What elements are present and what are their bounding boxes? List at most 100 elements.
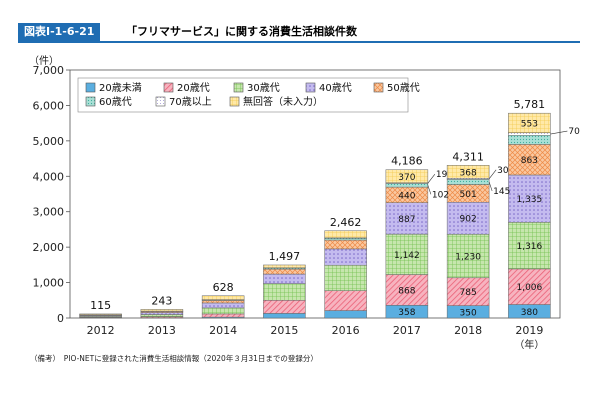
legend-label: 70歳以上 xyxy=(169,96,212,108)
figure-number-badge: 図表Ⅰ-1-6-21 xyxy=(18,23,101,41)
bar-segment xyxy=(324,290,367,311)
x-tick-label: 2019 xyxy=(515,324,543,337)
total-label: 628 xyxy=(213,281,234,294)
legend-label: 無回答（未入力） xyxy=(243,95,323,108)
data-label: 1,335 xyxy=(516,195,542,205)
data-label: 1,230 xyxy=(455,253,481,263)
figure-title-bar: 図表Ⅰ-1-6-21 「フリマサービス」に関する消費生活相談件数 xyxy=(18,23,580,43)
bar-segment xyxy=(508,132,551,136)
legend-swatch xyxy=(305,82,316,93)
legend-label: 20歳代 xyxy=(177,82,210,94)
bar-segment xyxy=(263,264,306,269)
total-label: 115 xyxy=(90,299,111,312)
y-tick-label: 4,000 xyxy=(33,170,65,183)
y-tick-label: 6,000 xyxy=(33,99,65,112)
bar-segment xyxy=(508,268,551,305)
bar-segment xyxy=(508,135,551,145)
bar-segment xyxy=(508,222,551,270)
legend-swatch xyxy=(85,82,96,93)
bar-segment xyxy=(263,283,306,301)
callout-leader xyxy=(550,130,568,135)
y-tick-label: 3,000 xyxy=(33,206,65,219)
callout-label: 102 xyxy=(432,190,449,200)
bar-segment xyxy=(79,313,122,316)
bar-segment xyxy=(201,295,245,300)
bar-segment xyxy=(324,239,367,250)
data-label: 501 xyxy=(460,190,477,200)
bar-segment xyxy=(201,302,245,309)
total-label: 243 xyxy=(151,294,172,307)
callout-leader xyxy=(427,185,432,195)
bar-segment xyxy=(385,183,429,188)
x-tick-label: 2012 xyxy=(87,324,115,337)
y-tick-label: 5,000 xyxy=(33,135,65,148)
callout-label: 70 xyxy=(568,127,580,137)
bar-segment xyxy=(263,313,306,319)
data-label: 380 xyxy=(521,308,538,318)
bar-segment xyxy=(385,233,429,275)
bar-segment xyxy=(508,144,551,176)
y-tick-label: 2,000 xyxy=(33,241,65,254)
y-tick-label: 1,000 xyxy=(33,277,65,290)
total-label: 4,186 xyxy=(391,155,423,168)
legend-swatch xyxy=(373,82,384,93)
y-tick-label: 0 xyxy=(57,312,64,325)
legend-swatch xyxy=(229,96,240,107)
bar-segment xyxy=(385,202,429,235)
x-tick-label: 2017 xyxy=(393,324,421,337)
total-label: 5,781 xyxy=(514,98,546,111)
x-tick-label: 2015 xyxy=(270,324,298,337)
bar-segment xyxy=(201,300,245,304)
data-label: 1,316 xyxy=(516,242,542,252)
callout-leader xyxy=(427,173,436,184)
data-label: 440 xyxy=(398,191,415,201)
x-tick-label: 2013 xyxy=(148,324,176,337)
y-tick-label: 7,000 xyxy=(33,64,65,77)
data-label: 368 xyxy=(460,168,477,178)
bar-segment xyxy=(263,273,306,284)
bar-segment xyxy=(140,309,184,312)
bar-segment xyxy=(201,313,245,318)
figure-title: 「フリマサービス」に関する消費生活相談件数 xyxy=(126,25,357,38)
legend-label: 30歳代 xyxy=(247,82,280,94)
legend-label: 60歳代 xyxy=(99,96,132,108)
total-label: 2,462 xyxy=(330,216,362,229)
x-tick-label: 2014 xyxy=(209,324,237,337)
bar-segment xyxy=(446,277,490,306)
bar-segment xyxy=(508,112,551,134)
y-axis-unit: （件） xyxy=(29,55,59,67)
data-label: 1,142 xyxy=(394,251,420,261)
data-label: 370 xyxy=(398,173,415,183)
callout-label: 30 xyxy=(497,166,509,176)
bar-segment xyxy=(324,310,367,319)
legend-label: 50歳代 xyxy=(387,82,420,94)
bar-segment xyxy=(446,202,490,235)
x-tick-label: 2018 xyxy=(454,324,482,337)
bar-segment xyxy=(140,314,184,317)
legend-swatch xyxy=(233,82,244,93)
x-axis-unit: （年） xyxy=(514,338,544,351)
data-label: 902 xyxy=(460,215,477,225)
bar-segment xyxy=(446,179,490,185)
bar-segment xyxy=(508,174,551,223)
bar-segment xyxy=(324,264,367,291)
total-label: 1,497 xyxy=(269,250,301,263)
footnote: （備考） PIO-NETに登録された消費生活相談情報（2020年３月31日までの… xyxy=(30,354,318,363)
bar-segment xyxy=(324,238,367,241)
callout-leader xyxy=(488,169,497,180)
axes-layer: 0 1,000 2,000 3,000 4,000 5,000 6,000 7,000（件） 2… xyxy=(29,55,561,351)
data-label: 553 xyxy=(521,119,538,129)
data-label: 1,006 xyxy=(516,283,542,293)
data-label: 785 xyxy=(460,288,477,298)
bar-segment xyxy=(201,307,245,315)
bar-segment xyxy=(324,248,367,266)
legend-swatch xyxy=(85,96,96,107)
x-tick-label: 2016 xyxy=(332,324,360,337)
legend: 20歳未満 20歳代 30歳代 40歳代 50歳代 60歳代 70歳以上 無回答（未入力） xyxy=(77,77,420,113)
bar-segment xyxy=(324,230,367,239)
bar-segment xyxy=(263,300,306,314)
legend-swatch xyxy=(155,96,166,107)
legend-label: 40歳代 xyxy=(319,82,352,94)
